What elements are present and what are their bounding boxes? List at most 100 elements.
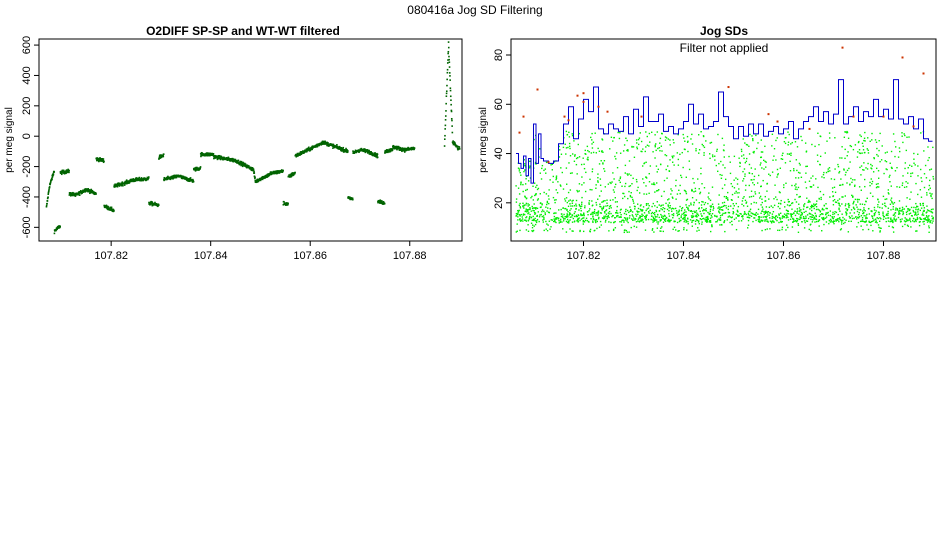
jog-sd-point (899, 212, 901, 215)
data-point (452, 143, 455, 146)
jog-sd-point (550, 226, 552, 228)
jog-sd-point (835, 201, 838, 204)
jog-sd-point (888, 225, 890, 228)
jog-sd-point (712, 207, 715, 209)
data-point (195, 166, 197, 169)
jog-sd-point (865, 217, 867, 220)
jog-sd-point (732, 211, 734, 213)
jog-sd-point (778, 191, 781, 193)
left-x-axis: 107.82 107.84 107.86 107.88 (94, 241, 427, 262)
jog-sd-point (866, 197, 868, 200)
jog-sd-point (684, 217, 686, 219)
jog-sd-point (716, 148, 718, 151)
jog-sd-point (731, 199, 733, 201)
jog-sd-point (519, 171, 521, 174)
jog-sd-point (787, 226, 789, 229)
data-point (192, 179, 194, 182)
jog-sd-point (927, 219, 929, 222)
jog-sd-point (929, 210, 931, 212)
jog-sd-point (542, 215, 545, 217)
jog-sd-point (821, 208, 823, 211)
jog-sd-point (727, 191, 729, 194)
jog-sd-point (643, 181, 645, 184)
jog-sd-point (904, 162, 907, 164)
jog-sd-point (677, 164, 680, 166)
jog-sd-point (839, 184, 841, 186)
jog-sd-point (597, 147, 599, 150)
jog-sd-point (838, 208, 840, 211)
jog-sd-point (529, 208, 531, 210)
jog-sd-point (652, 217, 655, 220)
jog-sd-point (684, 190, 687, 192)
data-point (382, 200, 385, 203)
jog-sd-point (899, 207, 901, 209)
jog-sd-point (810, 206, 813, 209)
jog-sd-point (892, 206, 895, 208)
jog-sd-point (893, 218, 895, 220)
jog-sd-point (656, 221, 658, 223)
jog-sd-point (547, 211, 550, 213)
data-point (174, 174, 177, 177)
jog-sd-point (700, 213, 702, 215)
data-point (158, 155, 161, 158)
jog-sd-point (522, 213, 525, 215)
jog-sd-point (927, 146, 929, 148)
jog-sd-point (656, 216, 658, 218)
jog-sd-point (873, 219, 875, 221)
jog-sd-point (612, 172, 614, 174)
data-point (107, 206, 110, 208)
jog-sd-point (739, 165, 741, 168)
jog-sd-point (907, 225, 909, 227)
jog-sd-point (675, 198, 677, 200)
jog-sd-point (565, 153, 567, 155)
jog-sd-point (616, 215, 618, 218)
jog-sd-point (761, 198, 763, 200)
jog-sd-point (640, 204, 642, 206)
jog-sd-point (586, 145, 589, 148)
jog-sd-point (545, 203, 548, 206)
data-point (405, 147, 407, 150)
jog-sd-point (662, 207, 664, 209)
jog-sd-point (714, 215, 716, 217)
jog-sd-point (635, 221, 638, 223)
jog-sd-point (795, 220, 797, 222)
jog-sd-point (526, 209, 528, 211)
jog-sd-point (901, 206, 904, 209)
jog-sd-point (564, 207, 566, 210)
jog-sd-point (636, 203, 639, 205)
jog-sd-point (846, 155, 848, 157)
jog-sd-point (515, 215, 517, 217)
jog-sd-point (779, 212, 782, 214)
jog-sd-point (862, 220, 864, 223)
jog-sd-point (524, 195, 526, 197)
jog-sd-point (887, 220, 890, 222)
jog-sd-point (750, 203, 753, 205)
jog-sd-point (815, 218, 818, 221)
jog-sd-point (631, 183, 633, 185)
jog-sd-point (732, 203, 734, 205)
jog-sd-point (803, 204, 805, 206)
jog-sd-point (658, 204, 660, 206)
data-point (160, 156, 163, 159)
jog-sd-point (810, 223, 812, 226)
jog-sd-point (674, 207, 677, 210)
jog-sd-point (837, 163, 839, 166)
y-tick-label: 0 (21, 133, 33, 139)
jog-sd-point (768, 198, 770, 200)
jog-sd-point (592, 221, 594, 223)
jog-sd-point (809, 185, 812, 188)
jog-sd-point (778, 214, 780, 216)
jog-sd-point (866, 224, 868, 226)
jog-sd-point (747, 219, 750, 222)
data-point (192, 180, 195, 183)
data-point (336, 143, 338, 146)
jog-sd-point (620, 221, 623, 223)
jog-sd-point (702, 201, 704, 203)
jog-sd-point (635, 218, 637, 220)
jog-sd-point (705, 210, 708, 212)
jog-sd-point (665, 217, 668, 219)
jog-sd-point (894, 215, 896, 217)
jog-sd-point (764, 145, 766, 148)
jog-sd-point (868, 213, 871, 215)
